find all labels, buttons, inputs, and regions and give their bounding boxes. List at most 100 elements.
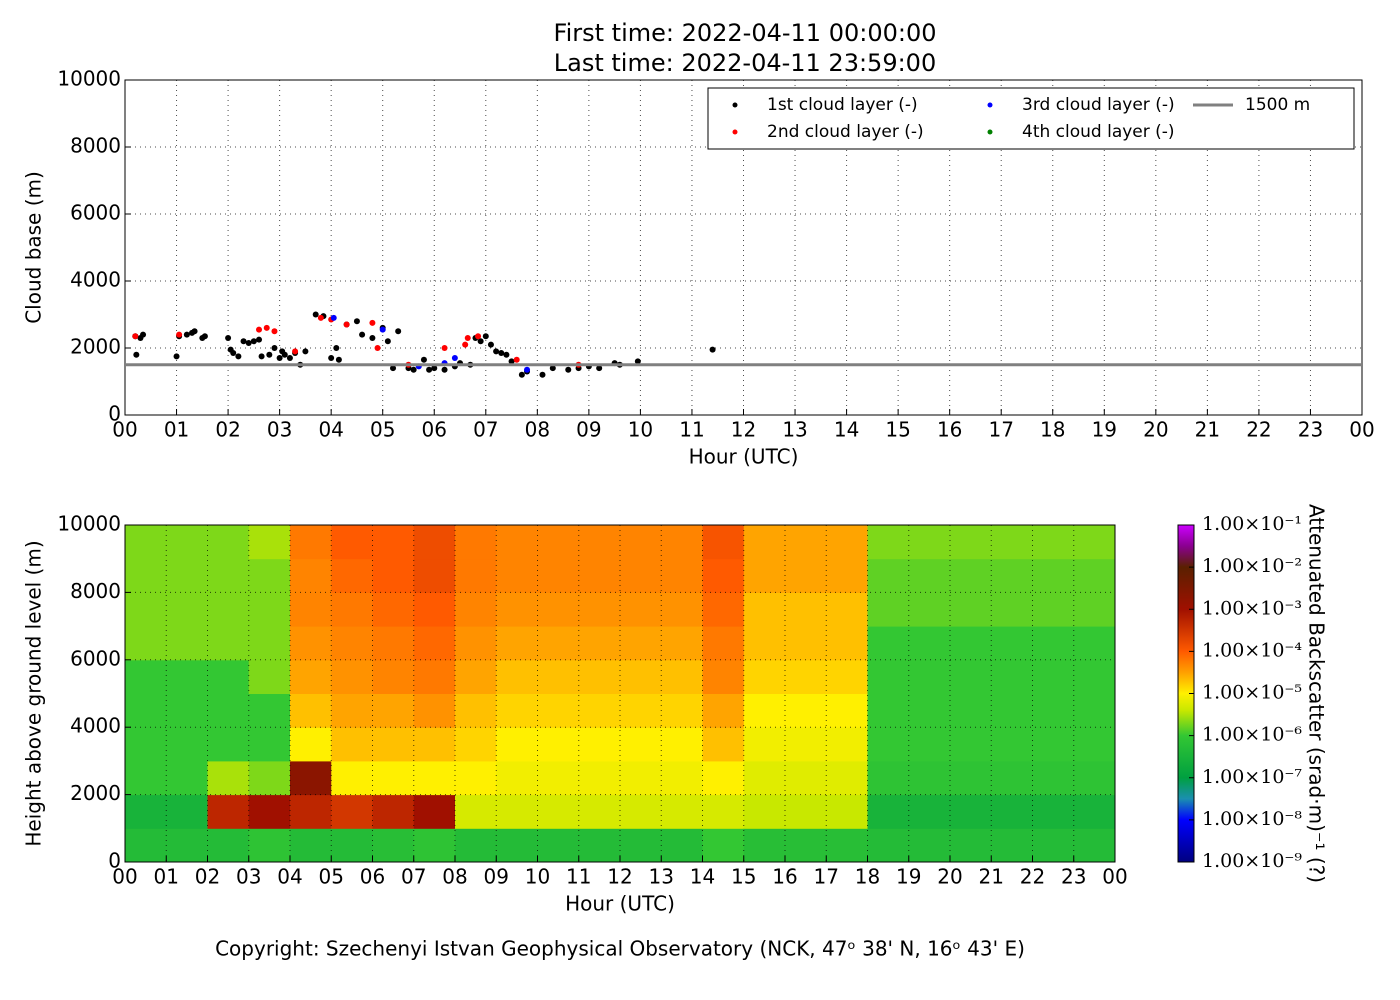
backscatter-cell (1032, 727, 1075, 762)
backscatter-cell (702, 558, 745, 593)
backscatter-cell (991, 794, 1033, 829)
backscatter-cell (702, 828, 745, 863)
y-axis-label: Cloud base (m) (22, 171, 46, 324)
backscatter-cell (1032, 592, 1075, 627)
cloud-point (266, 351, 273, 358)
backscatter-cell (908, 626, 951, 661)
backscatter-cell (826, 760, 868, 796)
backscatter-cell (248, 693, 291, 728)
backscatter-cell (620, 760, 662, 796)
backscatter-cell (950, 693, 992, 728)
backscatter-cell (455, 828, 497, 863)
cloud-point (441, 366, 448, 373)
backscatter-cell (578, 693, 621, 728)
cloud-point (286, 355, 293, 362)
cloud-point (498, 350, 505, 357)
backscatter-cell (620, 727, 662, 762)
colorbar-label: Attenuated Backscatter (srad·m)⁻¹ (?) (1305, 504, 1329, 883)
backscatter-cell (372, 794, 415, 829)
cloud-point (271, 328, 278, 335)
y-tick-label: 0 (108, 402, 121, 426)
backscatter-cell (743, 727, 786, 762)
subtitle: Last time: 2022-04-11 23:59:00 (554, 49, 936, 77)
backscatter-cell (620, 794, 662, 829)
legend-marker (987, 129, 993, 135)
y-tick-label: 10000 (57, 67, 121, 91)
backscatter-cell (785, 794, 827, 829)
backscatter-cell (207, 727, 250, 762)
cloud-point (420, 356, 427, 363)
backscatter-cell (826, 693, 868, 728)
backscatter-cell (950, 659, 992, 694)
x-tick-label: 23 (1298, 418, 1323, 442)
backscatter-cell (785, 828, 827, 863)
backscatter-cell (908, 794, 951, 829)
x-tick-label: 23 (1061, 865, 1086, 889)
backscatter-cell (496, 558, 538, 593)
cloud-point (258, 353, 265, 360)
cloud-point (235, 353, 242, 360)
backscatter-cell (125, 626, 167, 661)
x-tick-label: 08 (525, 418, 550, 442)
x-tick-label: 15 (885, 418, 910, 442)
cloud-point (369, 334, 376, 341)
backscatter-cell (1032, 794, 1075, 829)
backscatter-cell (826, 592, 868, 627)
cloud-point (302, 348, 309, 355)
x-tick-label: 22 (1246, 418, 1271, 442)
x-tick-label: 02 (195, 865, 220, 889)
backscatter-cell (537, 558, 580, 593)
backscatter-cell (1073, 592, 1116, 627)
backscatter-cell (702, 659, 745, 694)
y-tick-label: 10000 (57, 512, 121, 536)
x-tick-label: 19 (1092, 418, 1117, 442)
backscatter-cell (413, 760, 456, 796)
cloud-point (271, 345, 278, 351)
backscatter-cell (331, 828, 373, 863)
cloud-point (183, 331, 190, 338)
backscatter-cell (413, 525, 456, 560)
backscatter-cell (702, 794, 745, 829)
backscatter-cell (331, 760, 373, 796)
backscatter-cell (826, 659, 868, 694)
cloud-point (281, 351, 288, 358)
cloud-point (369, 319, 376, 326)
x-tick-label: 03 (236, 865, 261, 889)
x-tick-label: 05 (370, 418, 395, 442)
backscatter-cell (125, 727, 167, 762)
backscatter-cell (785, 760, 827, 796)
backscatter-cell (496, 727, 538, 762)
x-tick-label: 12 (607, 865, 632, 889)
backscatter-cell (950, 727, 992, 762)
x-tick-label: 05 (319, 865, 344, 889)
backscatter-cell (578, 760, 621, 796)
backscatter-cell (950, 525, 992, 560)
backscatter-cell (372, 659, 415, 694)
backscatter-cell (1032, 525, 1075, 560)
backscatter-cell (207, 693, 250, 728)
x-tick-label: 18 (855, 865, 880, 889)
backscatter-cell (785, 693, 827, 728)
legend-label: 1500 m (1245, 95, 1310, 115)
backscatter-cell (743, 693, 786, 728)
backscatter-cell (290, 659, 332, 694)
backscatter-cell (413, 794, 456, 829)
backscatter-cell (496, 693, 538, 728)
backscatter-cell (908, 693, 951, 728)
backscatter-cell (578, 626, 621, 661)
backscatter-cell (661, 828, 703, 863)
backscatter-cell (455, 525, 497, 560)
cloud-point (395, 328, 402, 335)
backscatter-cell (331, 727, 373, 762)
backscatter-cell (537, 525, 580, 560)
x-tick-label: 00 (112, 418, 137, 442)
backscatter-cell (166, 760, 208, 796)
x-tick-label: 07 (401, 865, 426, 889)
cloud-point (191, 328, 198, 335)
backscatter-cell (496, 525, 538, 560)
x-tick-label: 19 (896, 865, 921, 889)
backscatter-cell (826, 727, 868, 762)
backscatter-cell (867, 760, 910, 796)
legend-marker (732, 129, 738, 135)
backscatter-cell (207, 760, 250, 796)
